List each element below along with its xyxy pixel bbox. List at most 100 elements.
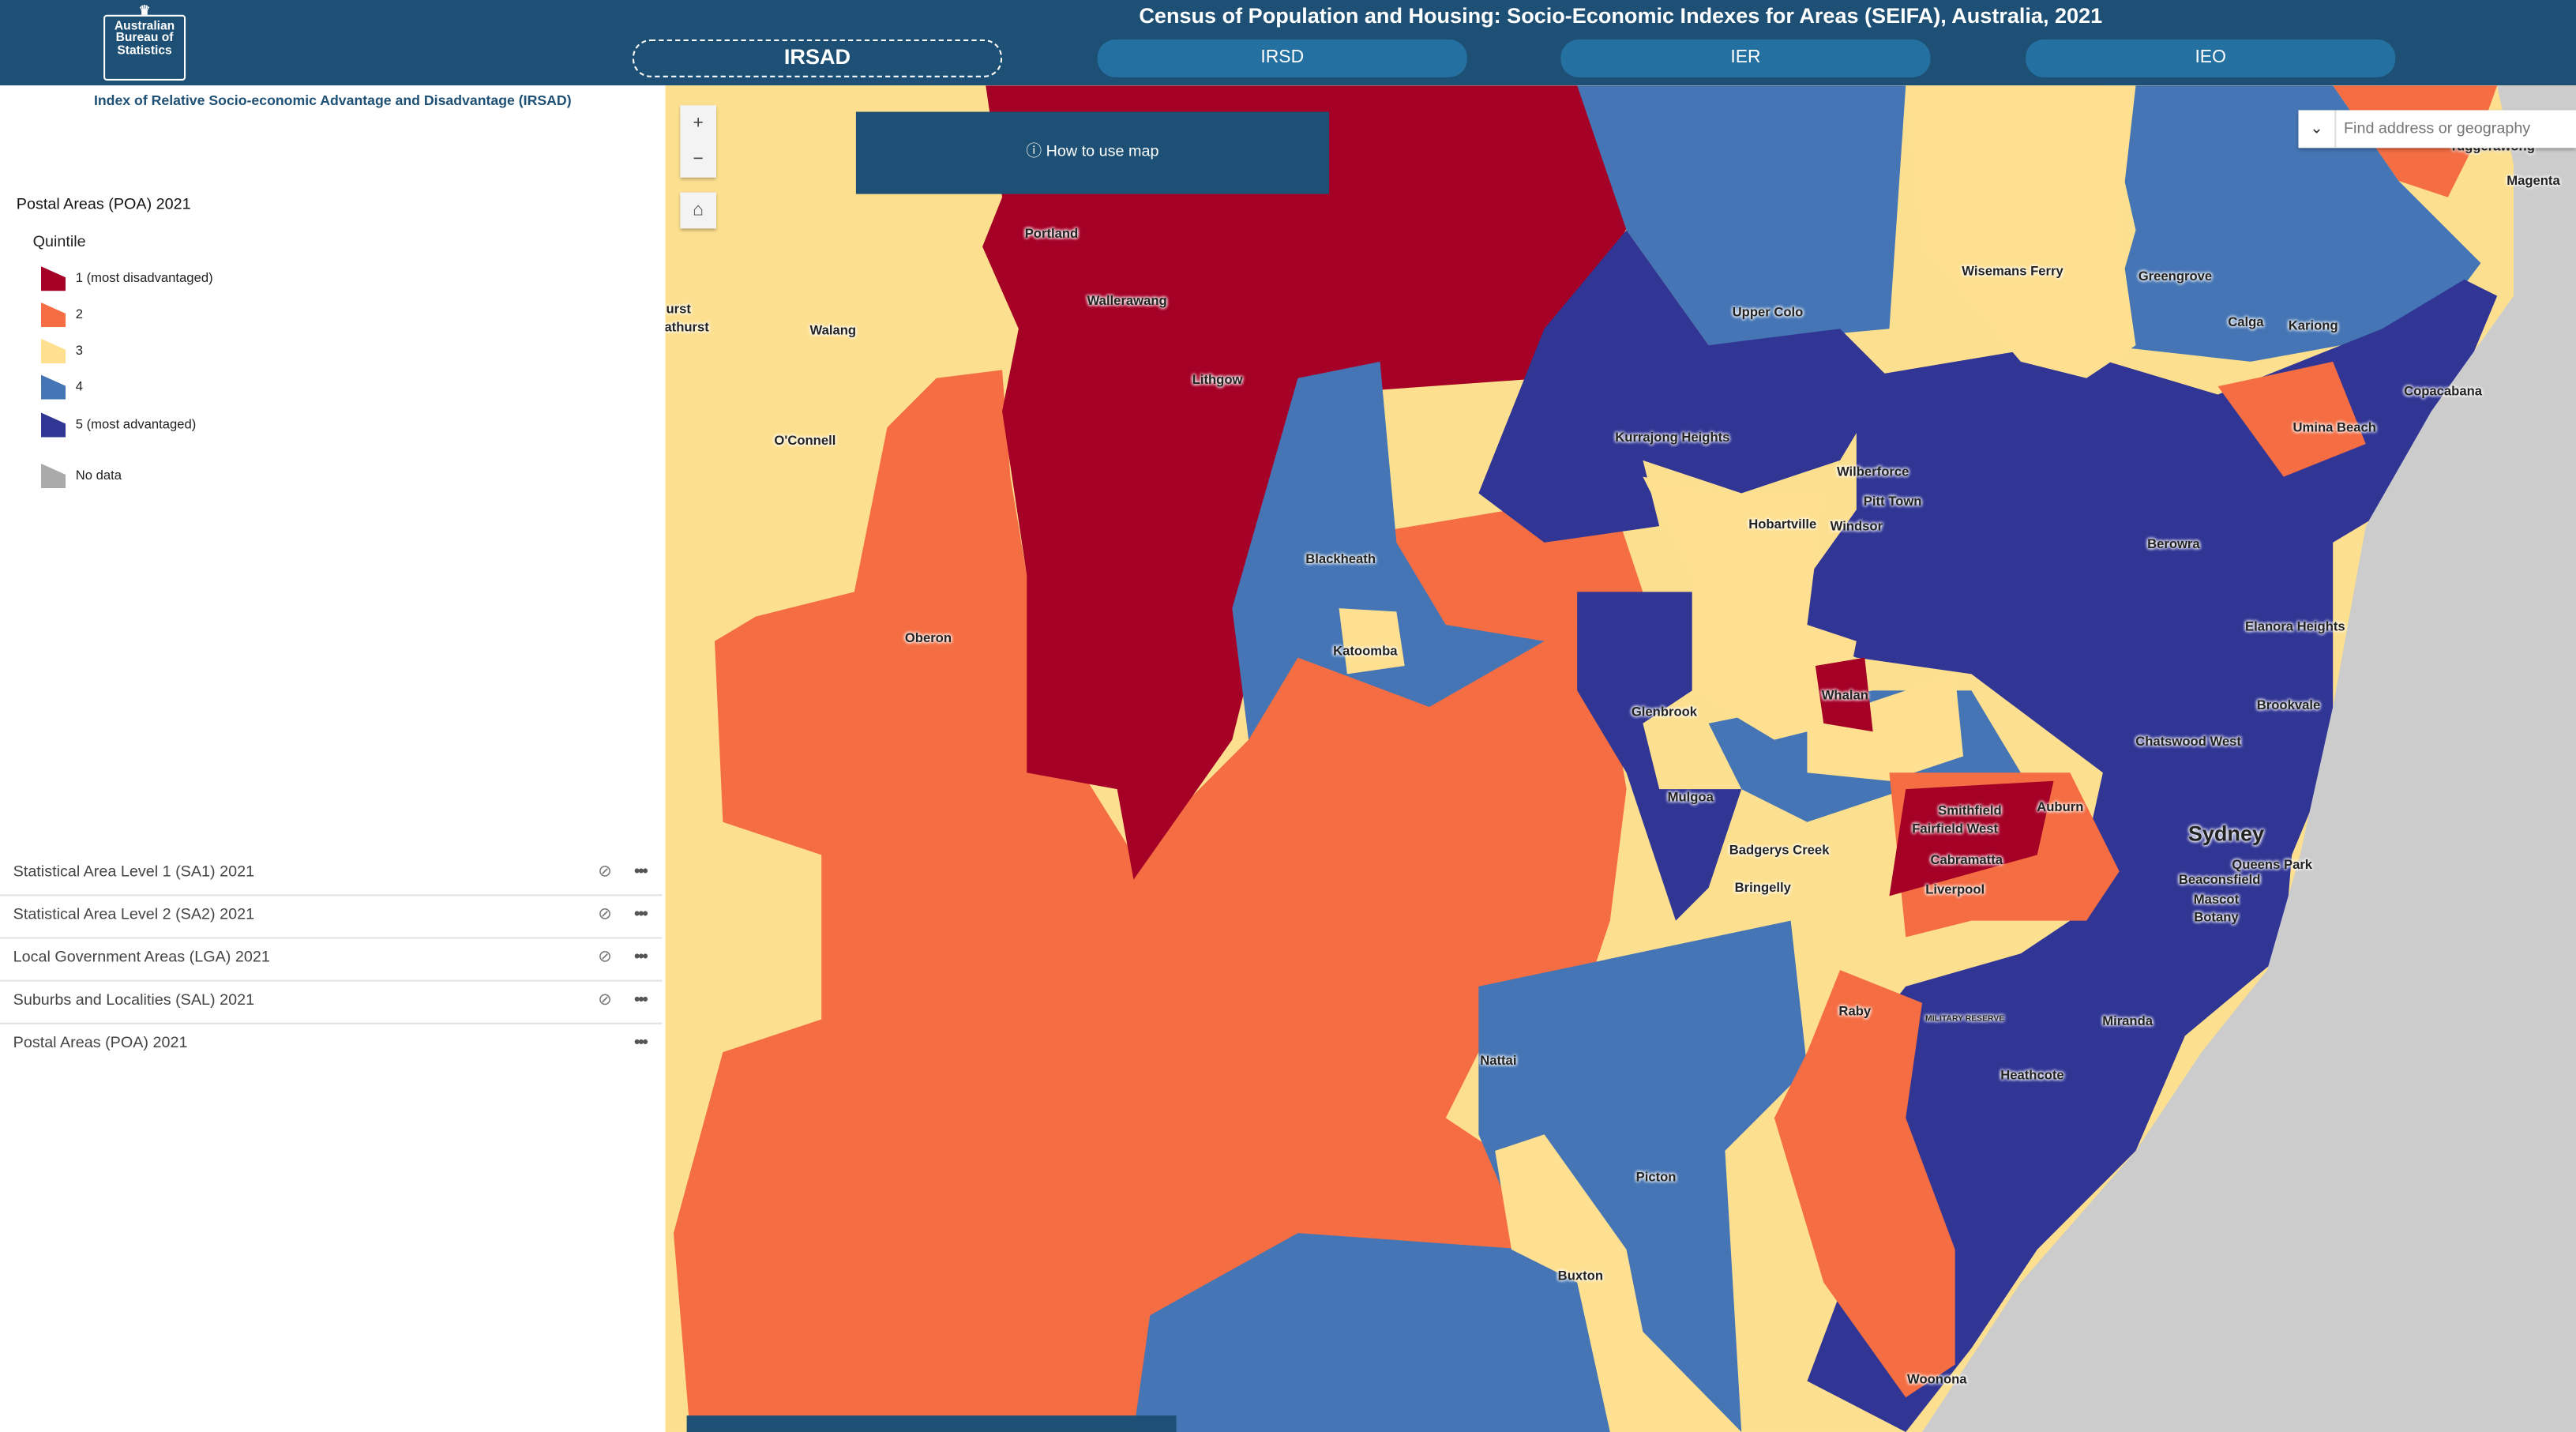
place-label: Pitt Town bbox=[1863, 494, 1922, 509]
layer-item-sa1[interactable]: Statistical Area Level 1 (SA1) 2021 ⊘ ••• bbox=[0, 851, 663, 896]
legend-label: 5 (most advantaged) bbox=[75, 416, 197, 432]
home-button[interactable]: ⌂ bbox=[680, 192, 717, 229]
place-label: Woonona bbox=[1907, 1372, 1967, 1387]
place-label: Queens Park bbox=[2232, 857, 2313, 873]
place-label: Kariong bbox=[2288, 318, 2338, 333]
place-label: Wisemans Ferry bbox=[1962, 264, 2063, 279]
legend-item: No data bbox=[41, 463, 122, 490]
chevron-down-icon[interactable]: ⌄ bbox=[2298, 110, 2337, 148]
search-input[interactable] bbox=[2340, 118, 2569, 140]
place-label: Badgerys Creek bbox=[1729, 842, 1830, 858]
place-label: Botany bbox=[2194, 910, 2239, 925]
tab-irsad[interactable]: IRSAD bbox=[632, 39, 1003, 77]
layer-item-lga[interactable]: Local Government Areas (LGA) 2021 ⊘ ••• bbox=[0, 937, 663, 982]
tab-ieo[interactable]: IEO bbox=[2026, 39, 2396, 77]
swatch-icon bbox=[41, 412, 66, 438]
more-options-icon[interactable]: ••• bbox=[634, 991, 648, 1010]
zoom-in-button[interactable]: + bbox=[693, 113, 704, 133]
region-quintile-4 bbox=[1133, 920, 1808, 1432]
legend-item: 1 (most disadvantaged) bbox=[41, 266, 213, 292]
place-label: Raby bbox=[1838, 1003, 1872, 1019]
more-options-icon[interactable]: ••• bbox=[634, 949, 648, 967]
place-label: Heathcote bbox=[2000, 1067, 2064, 1083]
index-subtitle: Index of Relative Socio-economic Advanta… bbox=[93, 92, 572, 109]
region-quintile-1 bbox=[1815, 657, 1873, 732]
place-label: Bringelly bbox=[1734, 880, 1791, 896]
tab-ier[interactable]: IER bbox=[1560, 39, 1931, 77]
place-label: Greengrove bbox=[2138, 269, 2213, 284]
page-title: Census of Population and Housing: Socio-… bbox=[1139, 3, 2103, 28]
layer-label: Statistical Area Level 1 (SA1) 2021 bbox=[13, 863, 255, 881]
place-label: urst bbox=[666, 301, 691, 317]
region-quintile-2 bbox=[1774, 970, 1955, 1398]
legend-item: 4 bbox=[41, 374, 83, 401]
place-label: Buxton bbox=[1557, 1268, 1604, 1284]
visibility-off-icon[interactable]: ⊘ bbox=[598, 905, 612, 924]
tab-irsd[interactable]: IRSD bbox=[1097, 39, 1467, 77]
place-label: Mascot bbox=[2193, 892, 2240, 907]
region-quintile-2 bbox=[2217, 361, 2366, 477]
place-label: Elanora Heights bbox=[2244, 618, 2345, 634]
ocean-no-data bbox=[1922, 85, 2576, 1432]
zoom-controls: + − bbox=[680, 105, 717, 178]
swatch-icon bbox=[41, 266, 66, 291]
place-label: Picton bbox=[1635, 1169, 1677, 1185]
swatch-icon bbox=[41, 374, 66, 400]
bottom-panel-handle[interactable] bbox=[686, 1415, 1177, 1432]
info-icon: ⓘ bbox=[1026, 143, 1046, 161]
region-quintile-3 bbox=[1495, 1134, 1742, 1432]
legend-item: 2 bbox=[41, 302, 83, 329]
place-label: O'Connell bbox=[774, 433, 836, 449]
place-label: Brookvale bbox=[2256, 697, 2321, 713]
more-options-icon[interactable]: ••• bbox=[634, 905, 648, 924]
place-label: Wallerawang bbox=[1087, 293, 1167, 309]
region-quintile-5 bbox=[1577, 592, 1742, 921]
how-to-label: How to use map bbox=[1046, 143, 1159, 161]
place-label: Umina Beach bbox=[2292, 419, 2376, 435]
region-quintile-3 bbox=[1643, 476, 1857, 740]
search-widget: ⌄ bbox=[2298, 110, 2576, 148]
map-view[interactable]: Portland Wallerawang Lithgow Walang O'Connel… bbox=[665, 85, 2576, 1432]
legend-item: 3 bbox=[41, 338, 83, 365]
swatch-icon bbox=[41, 302, 66, 328]
layer-item-sa2[interactable]: Statistical Area Level 2 (SA2) 2021 ⊘ ••• bbox=[0, 894, 663, 939]
zoom-out-button[interactable]: − bbox=[693, 149, 704, 170]
choropleth-map bbox=[673, 85, 2576, 1432]
visibility-off-icon[interactable]: ⊘ bbox=[598, 949, 612, 967]
place-label: Berowra bbox=[2147, 536, 2200, 552]
place-label: MILITARY RESERVE bbox=[1925, 1014, 2005, 1024]
visibility-off-icon[interactable]: ⊘ bbox=[598, 863, 612, 881]
legend-field: Quintile bbox=[32, 233, 86, 252]
layer-item-poa[interactable]: Postal Areas (POA) 2021 ••• bbox=[0, 1023, 662, 1066]
legend-label: 2 bbox=[75, 306, 83, 322]
more-options-icon[interactable]: ••• bbox=[634, 863, 648, 881]
place-label: Miranda bbox=[2102, 1013, 2154, 1028]
how-to-use-map-button[interactable]: ⓘ How to use map bbox=[855, 111, 1330, 194]
place-label: Blackheath bbox=[1305, 551, 1376, 567]
place-label: Whalan bbox=[1821, 688, 1868, 703]
place-label: Liverpool bbox=[1925, 881, 1985, 897]
place-label: Lithgow bbox=[1192, 372, 1243, 388]
place-label: Chatswood West bbox=[2135, 734, 2241, 750]
region-quintile-4 bbox=[1577, 85, 1906, 346]
region-quintile-1 bbox=[1889, 780, 2054, 896]
layer-item-sal[interactable]: Suburbs and Localities (SAL) 2021 ⊘ ••• bbox=[0, 980, 663, 1024]
place-label: Beaconsfield bbox=[2178, 872, 2261, 887]
more-options-icon[interactable]: ••• bbox=[634, 1034, 648, 1053]
place-label: Kurrajong Heights bbox=[1615, 430, 1730, 445]
visibility-off-icon[interactable]: ⊘ bbox=[598, 991, 612, 1010]
place-label: Fairfield West bbox=[1912, 821, 1999, 836]
place-label: Auburn bbox=[2037, 799, 2084, 815]
abs-logo[interactable]: ♛ Australian Bureau of Statistics bbox=[103, 5, 186, 81]
legend-label: 1 (most disadvantaged) bbox=[75, 270, 213, 286]
legend-label: 3 bbox=[75, 343, 83, 358]
place-label: Nattai bbox=[1480, 1053, 1517, 1068]
layer-label: Suburbs and Localities (SAL) 2021 bbox=[13, 991, 255, 1010]
place-label: Walang bbox=[809, 323, 857, 338]
place-label: Magenta bbox=[2507, 173, 2560, 189]
place-label: Hobartville bbox=[1748, 517, 1817, 532]
place-label: Windsor bbox=[1830, 518, 1883, 534]
place-label: Katoomba bbox=[1333, 643, 1398, 659]
place-label: athurst bbox=[665, 319, 709, 335]
legend-item: 5 (most advantaged) bbox=[41, 412, 196, 438]
